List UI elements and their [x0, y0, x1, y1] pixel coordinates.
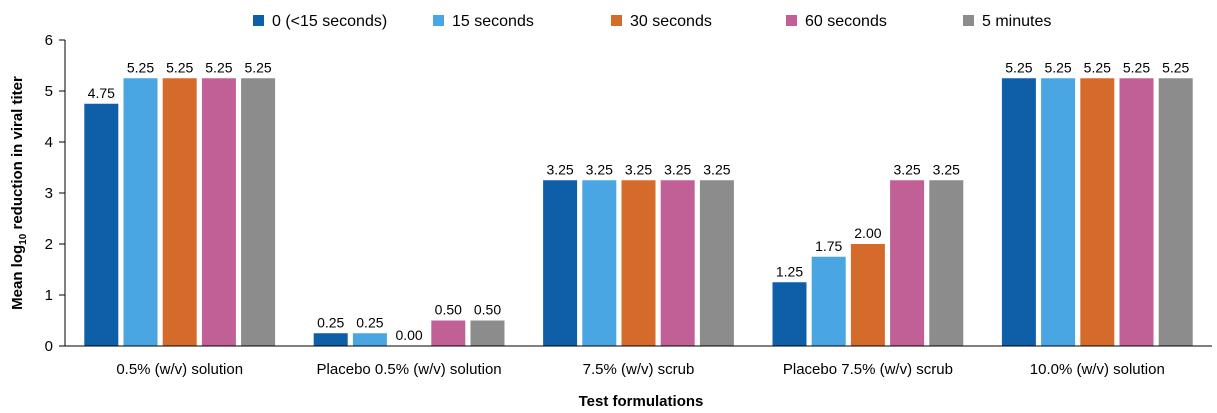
y-tick-label: 3 — [45, 185, 53, 202]
data-label: 0.50 — [435, 302, 462, 318]
y-tick-label: 6 — [45, 32, 53, 49]
data-label: 0.25 — [317, 314, 344, 330]
y-tick-label: 0 — [45, 338, 53, 355]
legend-label: 15 seconds — [452, 13, 534, 30]
data-label: 5.25 — [1084, 59, 1111, 75]
x-category-labels: 0.5% (w/v) solution Placebo 0.5% (w/v) so… — [116, 361, 1164, 378]
legend-swatch — [253, 15, 264, 26]
bar — [890, 180, 925, 346]
data-label: 1.25 — [776, 263, 803, 279]
data-label: 5.25 — [1162, 59, 1189, 75]
bar — [621, 180, 656, 346]
data-label: 5.25 — [166, 59, 193, 75]
y-tick-label: 2 — [45, 236, 53, 253]
data-label: 5.25 — [1005, 59, 1032, 75]
data-label: 5.25 — [1044, 59, 1071, 75]
data-label: 0.25 — [356, 314, 383, 330]
bar — [201, 78, 236, 346]
legend: 0 (<15 seconds) 15 seconds 30 seconds 60 se… — [253, 13, 1051, 30]
bar — [1119, 78, 1154, 346]
x-axis-title: Test formulations — [579, 393, 704, 410]
bar — [772, 282, 807, 346]
y-ticks: 0 1 2 3 4 5 6 — [45, 32, 65, 355]
legend-label: 5 minutes — [982, 13, 1051, 30]
legend-swatch — [963, 15, 974, 26]
data-label: 3.25 — [625, 161, 652, 177]
bar — [660, 180, 695, 346]
y-axis-title-subscript: 10 — [18, 233, 29, 245]
legend-swatch — [611, 15, 622, 26]
data-label: 4.75 — [88, 85, 115, 101]
data-label: 5.25 — [244, 59, 271, 75]
data-label: 1.75 — [815, 238, 842, 254]
legend-label: 30 seconds — [630, 13, 712, 30]
y-tick-label: 4 — [45, 134, 53, 151]
bar — [850, 244, 885, 346]
data-label: 3.25 — [664, 161, 691, 177]
x-category-label: 0.5% (w/v) solution — [116, 361, 243, 378]
x-category-label: Placebo 7.5% (w/v) scrub — [783, 361, 953, 378]
data-label: 3.25 — [933, 161, 960, 177]
data-label: 5.25 — [205, 59, 232, 75]
data-label: 3.25 — [586, 161, 613, 177]
data-label: 3.25 — [546, 161, 573, 177]
legend-label: 0 (<15 seconds) — [272, 13, 387, 30]
bar — [1158, 78, 1193, 346]
legend-swatch — [786, 15, 797, 26]
bar — [1080, 78, 1115, 346]
bar — [84, 103, 119, 346]
x-category-label: 10.0% (w/v) solution — [1030, 361, 1165, 378]
y-tick-label: 5 — [45, 83, 53, 100]
data-label: 0.00 — [395, 327, 422, 343]
bar — [543, 180, 578, 346]
data-label: 3.25 — [703, 161, 730, 177]
y-tick-label: 1 — [45, 287, 53, 304]
data-label: 5.25 — [127, 59, 154, 75]
bars — [84, 78, 1193, 346]
bar — [811, 256, 846, 346]
bar — [1001, 78, 1036, 346]
legend-swatch — [433, 15, 444, 26]
bar — [313, 333, 348, 346]
data-label: 5.25 — [1123, 59, 1150, 75]
bar — [582, 180, 617, 346]
y-axis-title: Mean log10 reduction in viral titer — [9, 76, 29, 310]
data-label: 0.50 — [474, 302, 501, 318]
bar — [352, 333, 387, 346]
bar — [1041, 78, 1076, 346]
data-label: 2.00 — [854, 225, 881, 241]
data-label: 3.25 — [893, 161, 920, 177]
x-category-label: Placebo 0.5% (w/v) solution — [317, 361, 502, 378]
bar — [929, 180, 964, 346]
bar — [162, 78, 197, 346]
legend-label: 60 seconds — [805, 13, 887, 30]
y-axis-title-rest: reduction in viral titer — [9, 76, 26, 234]
y-axis-title-main: Mean log — [9, 245, 26, 310]
bar — [123, 78, 158, 346]
bar — [431, 320, 466, 346]
bar — [241, 78, 276, 346]
x-category-label: 7.5% (w/v) scrub — [583, 361, 695, 378]
data-labels: 4.75 5.25 5.25 5.25 5.25 0.25 0.25 0.00 0.50 0.50… — [88, 59, 1190, 343]
bar — [699, 180, 734, 346]
bar — [470, 320, 505, 346]
